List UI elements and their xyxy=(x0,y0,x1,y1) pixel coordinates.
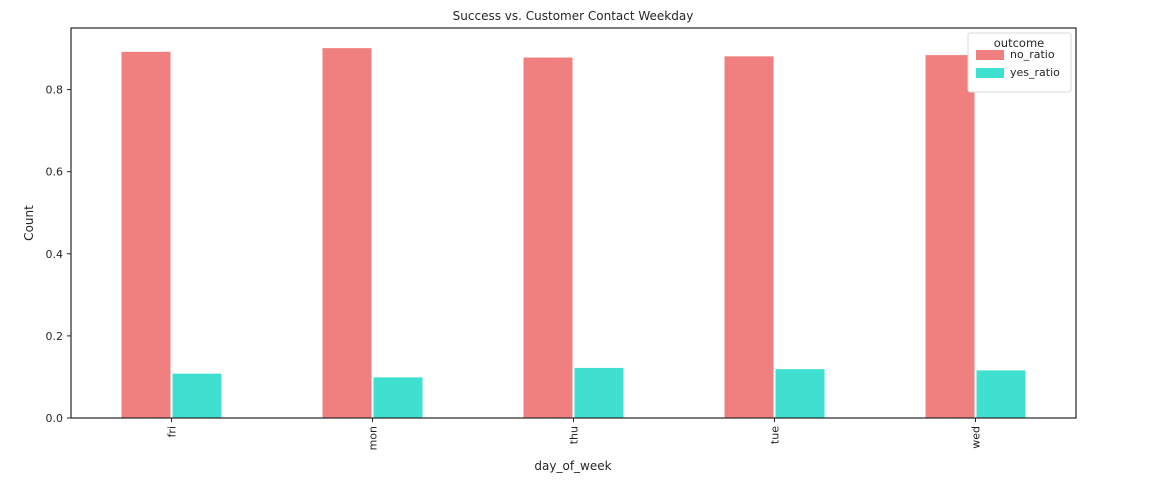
bar-yes_ratio-thu xyxy=(574,367,624,418)
bar-yes_ratio-tue xyxy=(775,369,825,418)
plot-area: 0.0 0.2 0.4 0.6 0.8 fri mon thu tue wed xyxy=(46,48,1026,450)
y-tick-label: 0.2 xyxy=(46,330,64,343)
x-tick-label-wed: wed xyxy=(970,426,983,449)
legend-label-no_ratio: no_ratio xyxy=(1010,48,1055,61)
bar-no_ratio-fri xyxy=(121,51,171,419)
bar-yes_ratio-fri xyxy=(172,373,222,418)
legend: outcome no_ratio yes_ratio xyxy=(967,32,1072,93)
legend-entries: no_ratio yes_ratio xyxy=(976,48,1060,79)
legend-swatch-yes_ratio xyxy=(976,68,1004,78)
y-axis-label: Count xyxy=(22,205,36,241)
bar-no_ratio-mon xyxy=(322,48,372,419)
bar-yes_ratio-wed xyxy=(976,370,1026,418)
y-tick-label: 0.8 xyxy=(46,84,64,97)
x-axis-label: day_of_week xyxy=(534,459,611,473)
bar-no_ratio-tue xyxy=(724,56,774,418)
x-tick-label-tue: tue xyxy=(769,426,782,444)
x-tick-label-fri: fri xyxy=(166,426,179,437)
y-tick-label: 0.6 xyxy=(46,166,64,179)
bar-no_ratio-wed xyxy=(925,55,975,419)
legend-swatch-no_ratio xyxy=(976,50,1004,60)
plot-frame xyxy=(70,27,1077,419)
y-tick-label: 0.0 xyxy=(46,412,64,425)
legend-title: outcome xyxy=(994,36,1044,50)
x-tick-label-mon: mon xyxy=(367,426,380,450)
x-tick-label-thu: thu xyxy=(568,426,581,444)
legend-label-yes_ratio: yes_ratio xyxy=(1010,66,1060,79)
bar-yes_ratio-mon xyxy=(373,377,423,418)
chart-title: Success vs. Customer Contact Weekday xyxy=(453,9,694,23)
bar-no_ratio-thu xyxy=(523,57,573,419)
y-tick-label: 0.4 xyxy=(46,248,64,261)
